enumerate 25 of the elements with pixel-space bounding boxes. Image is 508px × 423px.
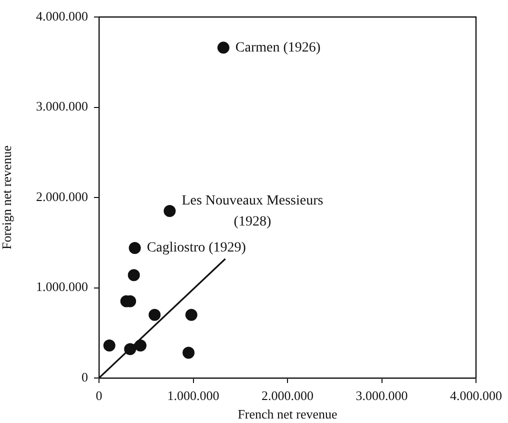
annotation: Cagliostro (1929) <box>146 240 246 256</box>
point <box>182 346 195 359</box>
point <box>128 269 140 282</box>
point <box>128 242 141 254</box>
x-tick-label: 3.000.000 <box>356 388 408 404</box>
y-tick-label: 2.000.000 <box>36 188 88 204</box>
y-tick-label: 1.000.000 <box>36 279 88 294</box>
annotation: Les Nouveaux Messieurs (1928) <box>182 194 324 230</box>
x-tick-label: 1.000.000 <box>167 388 220 404</box>
point <box>164 205 176 218</box>
point <box>134 340 146 352</box>
y-axis-title: Foreign net revenue <box>0 145 14 250</box>
y-tick-label: 3.000.000 <box>36 98 88 114</box>
x-axis-title: French net revenue <box>238 406 338 422</box>
x-tick-label: 4.000.000 <box>450 388 502 404</box>
x-tick-label: 0 <box>96 388 102 404</box>
point <box>217 42 230 54</box>
y-tick-label: 4.000.000 <box>36 8 88 24</box>
x-tick-label: 2.000.000 <box>262 388 314 404</box>
point <box>103 340 116 352</box>
point <box>124 343 136 356</box>
point <box>185 308 198 321</box>
annotation: Carmen (1926) <box>235 40 321 56</box>
point <box>148 308 161 321</box>
y-tick-label: 0 <box>82 369 88 384</box>
